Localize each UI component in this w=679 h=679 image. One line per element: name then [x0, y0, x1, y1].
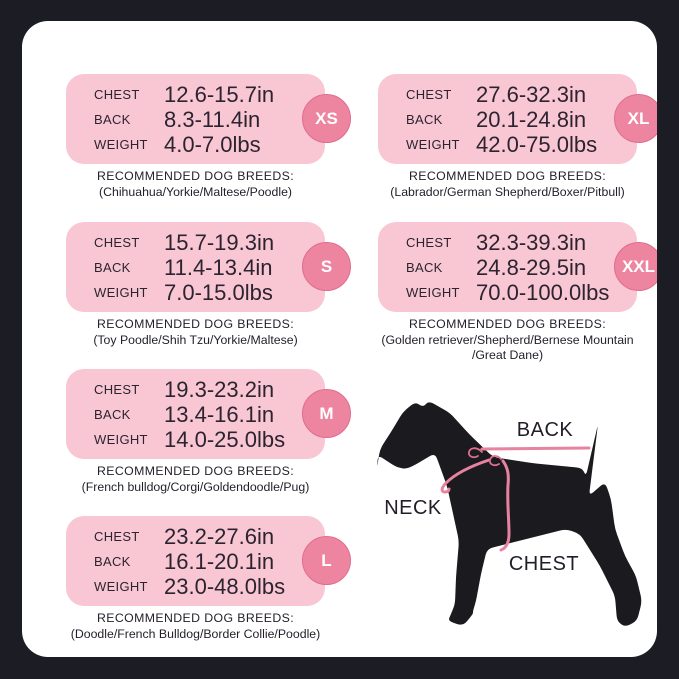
svg-text:NECK: NECK — [384, 497, 442, 519]
svg-text:CHEST: CHEST — [509, 553, 579, 575]
svg-text:BACK: BACK — [517, 419, 574, 441]
